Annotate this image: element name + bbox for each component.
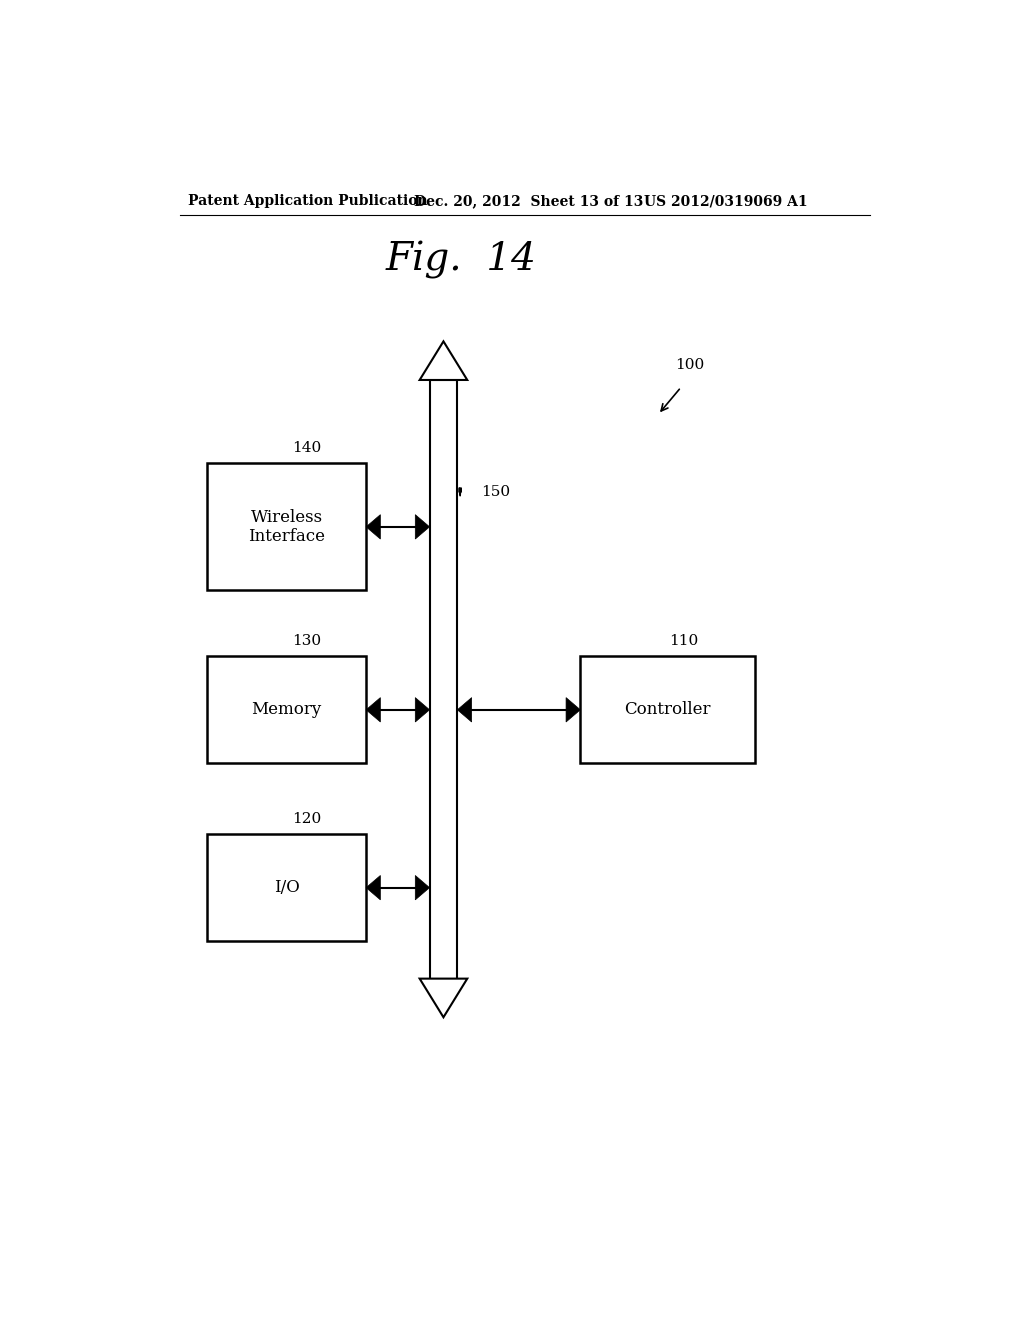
Polygon shape — [420, 978, 467, 1018]
Polygon shape — [420, 342, 467, 380]
Text: 120: 120 — [292, 812, 322, 826]
FancyBboxPatch shape — [207, 656, 367, 763]
Text: 110: 110 — [669, 635, 698, 648]
Text: 100: 100 — [676, 358, 705, 372]
Text: 150: 150 — [481, 484, 510, 499]
Polygon shape — [458, 697, 472, 722]
Text: 140: 140 — [292, 441, 322, 455]
Polygon shape — [416, 697, 430, 722]
Text: US 2012/0319069 A1: US 2012/0319069 A1 — [644, 194, 808, 209]
Text: Controller: Controller — [625, 701, 711, 718]
Text: Memory: Memory — [252, 701, 322, 718]
Polygon shape — [416, 875, 430, 900]
Polygon shape — [416, 515, 430, 539]
FancyBboxPatch shape — [581, 656, 755, 763]
Polygon shape — [367, 875, 380, 900]
FancyBboxPatch shape — [207, 834, 367, 941]
Text: Fig.  14: Fig. 14 — [386, 242, 537, 279]
Text: Dec. 20, 2012  Sheet 13 of 13: Dec. 20, 2012 Sheet 13 of 13 — [414, 194, 643, 209]
Text: Patent Application Publication: Patent Application Publication — [187, 194, 427, 209]
Polygon shape — [367, 697, 380, 722]
Polygon shape — [566, 697, 581, 722]
FancyBboxPatch shape — [207, 463, 367, 590]
Text: I/O: I/O — [273, 879, 300, 896]
Text: 130: 130 — [292, 635, 322, 648]
Polygon shape — [367, 515, 380, 539]
Text: Wireless
Interface: Wireless Interface — [248, 508, 326, 545]
